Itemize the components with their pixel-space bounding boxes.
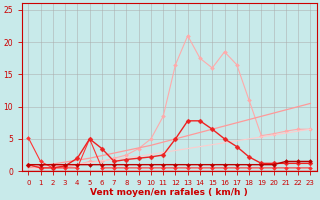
X-axis label: Vent moyen/en rafales ( km/h ): Vent moyen/en rafales ( km/h ): [91, 188, 248, 197]
